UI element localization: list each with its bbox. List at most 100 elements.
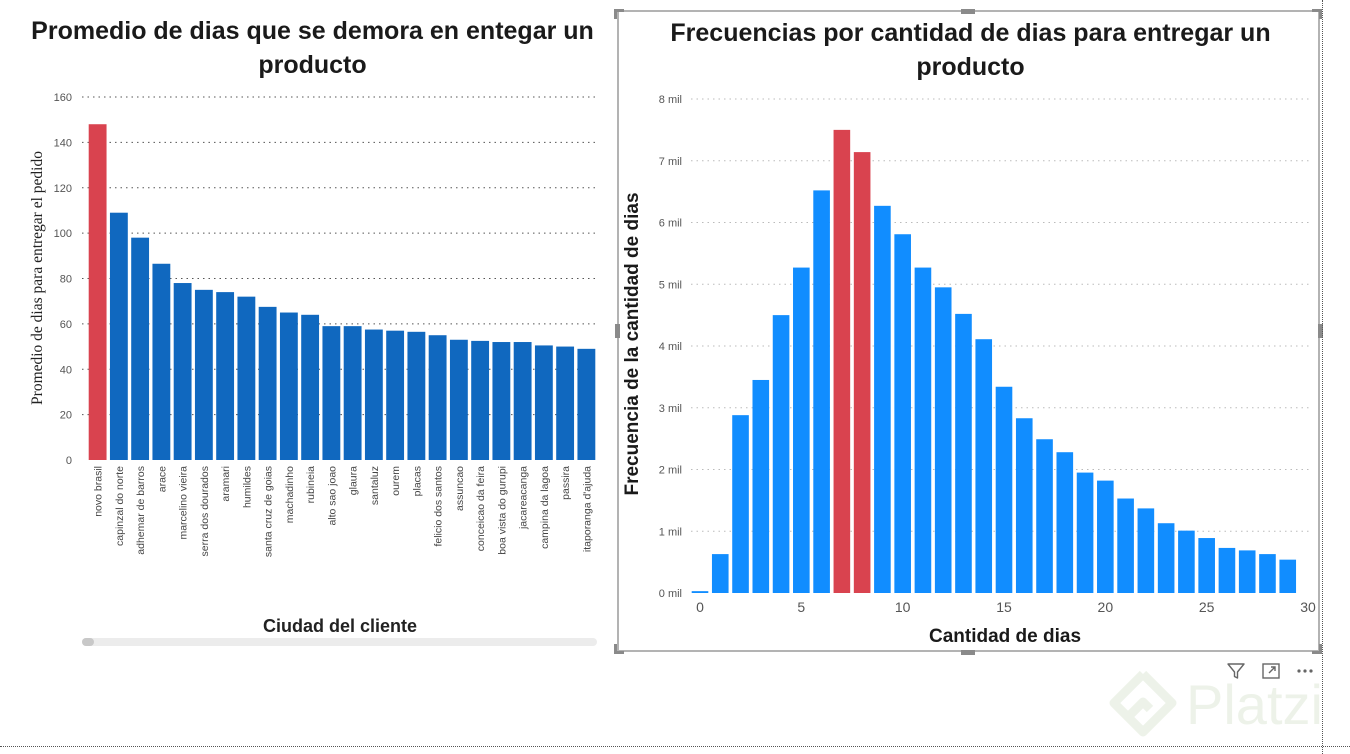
resize-handle-top[interactable] bbox=[961, 9, 975, 14]
x-tick-label: glaura bbox=[348, 466, 360, 495]
horizontal-scrollbar[interactable] bbox=[82, 638, 597, 646]
x-axis-title: Cantidad de dias bbox=[929, 626, 1081, 647]
x-tick-label: adhemar de barros bbox=[135, 466, 147, 555]
bar bbox=[322, 326, 341, 460]
x-tick-label: marcelino vieira bbox=[178, 466, 190, 540]
bar bbox=[449, 339, 468, 460]
x-tick-label: capinzal do norte bbox=[114, 466, 126, 546]
bar bbox=[109, 212, 128, 460]
y-tick-label: 3 mil bbox=[659, 403, 682, 415]
bar bbox=[691, 591, 709, 593]
y-tick-label: 140 bbox=[54, 137, 72, 149]
x-tick-label: machadinho bbox=[284, 466, 296, 523]
x-tick-label: jacareacanga bbox=[518, 466, 530, 530]
focus-mode-icon[interactable] bbox=[1260, 660, 1282, 682]
bar bbox=[1056, 452, 1074, 593]
x-tick-label: ourem bbox=[390, 466, 402, 496]
bar bbox=[279, 312, 298, 460]
canvas-border-right bbox=[1322, 0, 1323, 754]
left-chart-visual[interactable]: Promedio de dias que se demora en entega… bbox=[0, 0, 610, 660]
corner-handle-br-v[interactable] bbox=[1319, 644, 1322, 654]
resize-handle-left[interactable] bbox=[615, 324, 620, 338]
x-tick-label: 20 bbox=[1098, 599, 1114, 615]
bar bbox=[1137, 508, 1155, 593]
bar bbox=[1238, 550, 1256, 593]
bar bbox=[407, 331, 426, 460]
x-tick-label: placas bbox=[411, 466, 423, 496]
x-tick-label: santaluz bbox=[369, 466, 381, 505]
corner-handle-br[interactable] bbox=[1312, 651, 1322, 654]
bar bbox=[1036, 439, 1053, 593]
bar bbox=[258, 306, 277, 460]
bar bbox=[1198, 538, 1215, 593]
right-chart-title: Frecuencias por cantidad de dias para en… bbox=[670, 19, 1271, 81]
bar bbox=[301, 314, 320, 460]
corner-handle-tr-v[interactable] bbox=[1319, 9, 1322, 19]
bar bbox=[934, 287, 952, 593]
filter-icon[interactable] bbox=[1225, 660, 1247, 682]
bar bbox=[1178, 530, 1195, 593]
bar bbox=[194, 289, 213, 460]
corner-handle-tl[interactable] bbox=[614, 9, 624, 12]
resize-handle-bottom[interactable] bbox=[961, 650, 975, 655]
x-tick-label: 15 bbox=[996, 599, 1012, 615]
x-tick-label: santa cruz de goias bbox=[263, 466, 275, 557]
x-tick-label: felicio dos santos bbox=[433, 466, 445, 547]
bar bbox=[1015, 418, 1033, 593]
bar bbox=[88, 124, 107, 460]
corner-handle-tr[interactable] bbox=[1312, 9, 1322, 12]
bar bbox=[237, 296, 256, 460]
y-tick-label: 1 mil bbox=[659, 526, 682, 538]
bar bbox=[813, 190, 830, 593]
bar bbox=[173, 283, 192, 460]
left-chart-title: Promedio de dias que se demora en entega… bbox=[31, 17, 594, 79]
bar bbox=[492, 342, 511, 460]
y-tick-label: 100 bbox=[54, 228, 72, 240]
bar bbox=[772, 315, 790, 593]
y-tick-label: 20 bbox=[60, 410, 72, 422]
x-tick-label: 30 bbox=[1300, 599, 1316, 615]
right-chart-visual[interactable]: Frecuencias por cantidad de dias para en… bbox=[617, 10, 1320, 652]
x-tick-label: rubineia bbox=[305, 466, 317, 504]
bar bbox=[386, 330, 405, 460]
bar bbox=[975, 339, 993, 593]
bar bbox=[732, 415, 749, 593]
corner-handle-tl-v[interactable] bbox=[614, 9, 617, 19]
bar bbox=[534, 345, 553, 460]
more-options-icon[interactable] bbox=[1294, 660, 1316, 682]
y-tick-label: 0 mil bbox=[659, 588, 682, 600]
x-tick-label: humildes bbox=[241, 466, 253, 508]
platzi-watermark: Platzi bbox=[1108, 668, 1348, 748]
bar bbox=[894, 234, 911, 594]
right-bar-chart: 0 mil 1 mil 2 mil 3 mil 4 mil 5 mil 6 mil 7 mil… bbox=[622, 94, 1316, 647]
scrollbar-thumb[interactable] bbox=[82, 638, 94, 646]
bar bbox=[428, 335, 447, 460]
bar bbox=[1076, 472, 1094, 593]
bar bbox=[752, 379, 770, 593]
bar bbox=[1097, 480, 1114, 593]
y-tick-label: 2 mil bbox=[659, 465, 682, 477]
bar bbox=[793, 267, 810, 593]
canvas-border-bottom bbox=[0, 746, 1350, 747]
y-axis-title: Promedio de dias para entregar el pedido bbox=[29, 151, 46, 405]
y-tick-label: 0 bbox=[66, 455, 72, 467]
x-tick-label: passira bbox=[560, 466, 572, 500]
resize-handle-right[interactable] bbox=[1318, 324, 1323, 338]
x-tick-label: 10 bbox=[895, 599, 911, 615]
x-tick-label: itaporanga d'ajuda bbox=[581, 466, 593, 552]
x-tick-label: 25 bbox=[1199, 599, 1215, 615]
platzi-logo-icon bbox=[1109, 670, 1177, 737]
x-tick-label: 0 bbox=[696, 599, 704, 615]
bar bbox=[1117, 498, 1134, 593]
x-tick-label: alto sao joao bbox=[326, 466, 338, 526]
watermark-text: Platzi bbox=[1186, 673, 1323, 736]
bar bbox=[364, 329, 383, 460]
bar bbox=[216, 292, 235, 460]
corner-handle-bl-v[interactable] bbox=[614, 644, 617, 654]
bar bbox=[711, 554, 729, 593]
left-bar-chart: 0 20 40 60 80 100 120 140 160 novo brasil capinzal… bbox=[29, 92, 597, 636]
y-tick-label: 80 bbox=[60, 274, 72, 286]
y-tick-label: 4 mil bbox=[659, 341, 682, 353]
corner-handle-bl[interactable] bbox=[614, 651, 624, 654]
bar bbox=[914, 267, 932, 593]
